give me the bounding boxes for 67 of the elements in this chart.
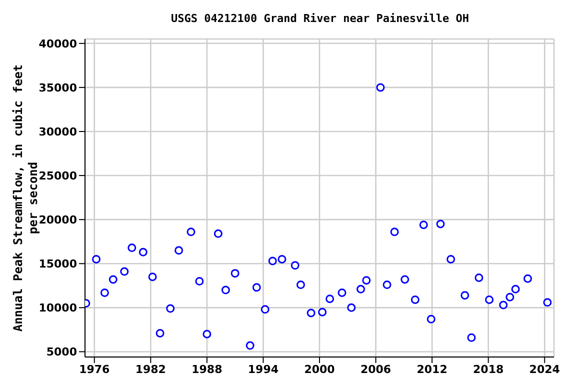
x-tick-label: 1976 (79, 362, 110, 376)
point (214, 229, 222, 238)
y-tick-label: 15000 (38, 258, 78, 271)
point (390, 228, 399, 236)
point (400, 275, 410, 284)
y-tick-label: 35000 (38, 81, 78, 94)
point (246, 341, 254, 350)
point (382, 280, 392, 290)
point (195, 276, 204, 286)
point (376, 83, 385, 92)
point (100, 288, 109, 297)
x-tick-label: 2006 (360, 362, 392, 376)
point (221, 286, 230, 294)
y-tick-label: 20000 (38, 213, 78, 226)
point (268, 256, 277, 266)
point (338, 288, 346, 297)
y-tick-label: 5000 (46, 346, 78, 359)
point (499, 300, 508, 310)
point (419, 220, 428, 230)
point (506, 292, 514, 302)
point (410, 295, 420, 304)
x-tick-label: 1994 (248, 362, 279, 376)
point (543, 298, 552, 307)
point (326, 294, 334, 304)
point (166, 304, 175, 313)
point (148, 272, 157, 282)
point (467, 333, 476, 342)
point (347, 303, 356, 312)
point (362, 276, 371, 285)
point (318, 308, 327, 316)
point (290, 261, 300, 270)
point (156, 328, 164, 338)
point (485, 295, 494, 304)
point (138, 248, 148, 256)
x-tick-label: 2000 (304, 362, 336, 376)
point (252, 283, 261, 292)
x-tick-label: 1982 (135, 362, 166, 376)
point (446, 254, 456, 264)
point (460, 291, 470, 300)
point (306, 308, 316, 318)
point (278, 254, 286, 264)
point (436, 220, 445, 228)
point (120, 267, 129, 276)
point (174, 246, 184, 255)
x-tick-label: 2024 (529, 362, 560, 376)
chart-title: USGS 04212100 Grand River near Painesville OH (170, 12, 470, 25)
point (296, 280, 305, 290)
point (186, 228, 196, 236)
y-tick-label: 40000 (38, 37, 78, 50)
point (108, 275, 118, 284)
y-tick-label: 30000 (38, 125, 78, 138)
x-tick-label: 2012 (416, 362, 448, 376)
point (356, 284, 366, 294)
point (230, 269, 240, 278)
y-tick-label: 10000 (38, 302, 78, 315)
point (92, 254, 101, 264)
point (260, 305, 270, 314)
point (474, 273, 484, 282)
x-tick-label: 2018 (473, 362, 504, 376)
y-axis-title: Annual Peak Streamflow, in cubic feet per second (11, 64, 40, 332)
point (426, 314, 436, 324)
y-tick-label: 25000 (38, 169, 78, 182)
point (202, 330, 212, 338)
point (128, 244, 136, 252)
x-tick-label: 1988 (192, 362, 222, 376)
point (523, 274, 532, 283)
point (511, 284, 520, 294)
